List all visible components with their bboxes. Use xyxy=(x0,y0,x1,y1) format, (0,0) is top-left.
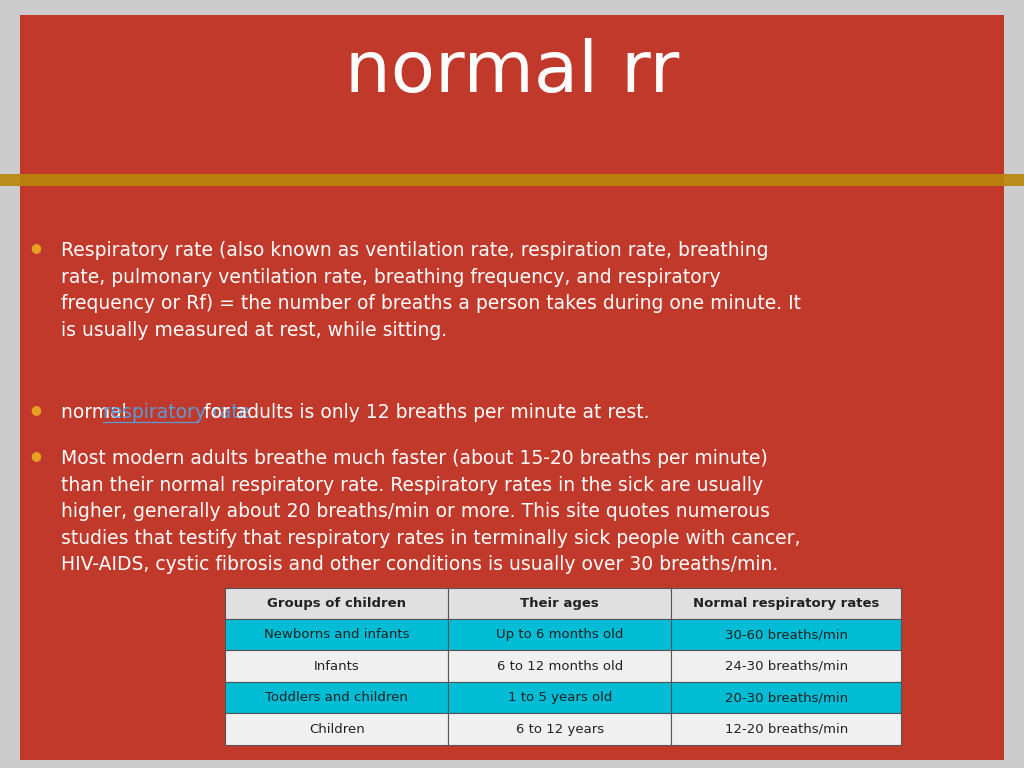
Text: ●: ● xyxy=(31,241,41,254)
Bar xyxy=(672,713,901,745)
Bar xyxy=(225,619,449,650)
Bar xyxy=(672,682,901,713)
Text: 1 to 5 years old: 1 to 5 years old xyxy=(508,691,612,704)
Text: Normal respiratory rates: Normal respiratory rates xyxy=(693,597,880,610)
Text: Newborns and infants: Newborns and infants xyxy=(264,628,410,641)
Bar xyxy=(449,682,672,713)
Bar xyxy=(672,650,901,682)
Bar xyxy=(225,713,449,745)
Text: Their ages: Their ages xyxy=(520,597,599,610)
Text: 24-30 breaths/min: 24-30 breaths/min xyxy=(725,660,848,673)
Text: Up to 6 months old: Up to 6 months old xyxy=(497,628,624,641)
Bar xyxy=(225,588,449,619)
Bar xyxy=(0,174,1024,186)
Bar xyxy=(449,713,672,745)
Text: 20-30 breaths/min: 20-30 breaths/min xyxy=(725,691,848,704)
Bar xyxy=(449,588,672,619)
Text: normal rr: normal rr xyxy=(345,38,679,108)
Text: ●: ● xyxy=(31,403,41,416)
Text: 6 to 12 years: 6 to 12 years xyxy=(516,723,604,736)
Text: Toddlers and children: Toddlers and children xyxy=(265,691,409,704)
Text: ●: ● xyxy=(31,449,41,462)
Bar xyxy=(225,682,449,713)
Bar xyxy=(672,588,901,619)
Text: Most modern adults breathe much faster (about 15-20 breaths per minute)
than the: Most modern adults breathe much faster (… xyxy=(61,449,801,574)
Bar xyxy=(449,650,672,682)
Text: Children: Children xyxy=(309,723,365,736)
Text: 30-60 breaths/min: 30-60 breaths/min xyxy=(725,628,848,641)
Text: normal: normal xyxy=(61,403,133,422)
Bar xyxy=(225,650,449,682)
Text: Groups of children: Groups of children xyxy=(267,597,407,610)
Bar xyxy=(672,619,901,650)
Text: 6 to 12 months old: 6 to 12 months old xyxy=(497,660,623,673)
Text: respiratory rate: respiratory rate xyxy=(103,403,250,422)
Text: 12-20 breaths/min: 12-20 breaths/min xyxy=(725,723,848,736)
Bar xyxy=(449,619,672,650)
Text: for adults is only 12 breaths per minute at rest.: for adults is only 12 breaths per minute… xyxy=(198,403,649,422)
Text: Respiratory rate (also known as ventilation rate, respiration rate, breathing
ra: Respiratory rate (also known as ventilat… xyxy=(61,241,802,339)
Text: Infants: Infants xyxy=(314,660,359,673)
